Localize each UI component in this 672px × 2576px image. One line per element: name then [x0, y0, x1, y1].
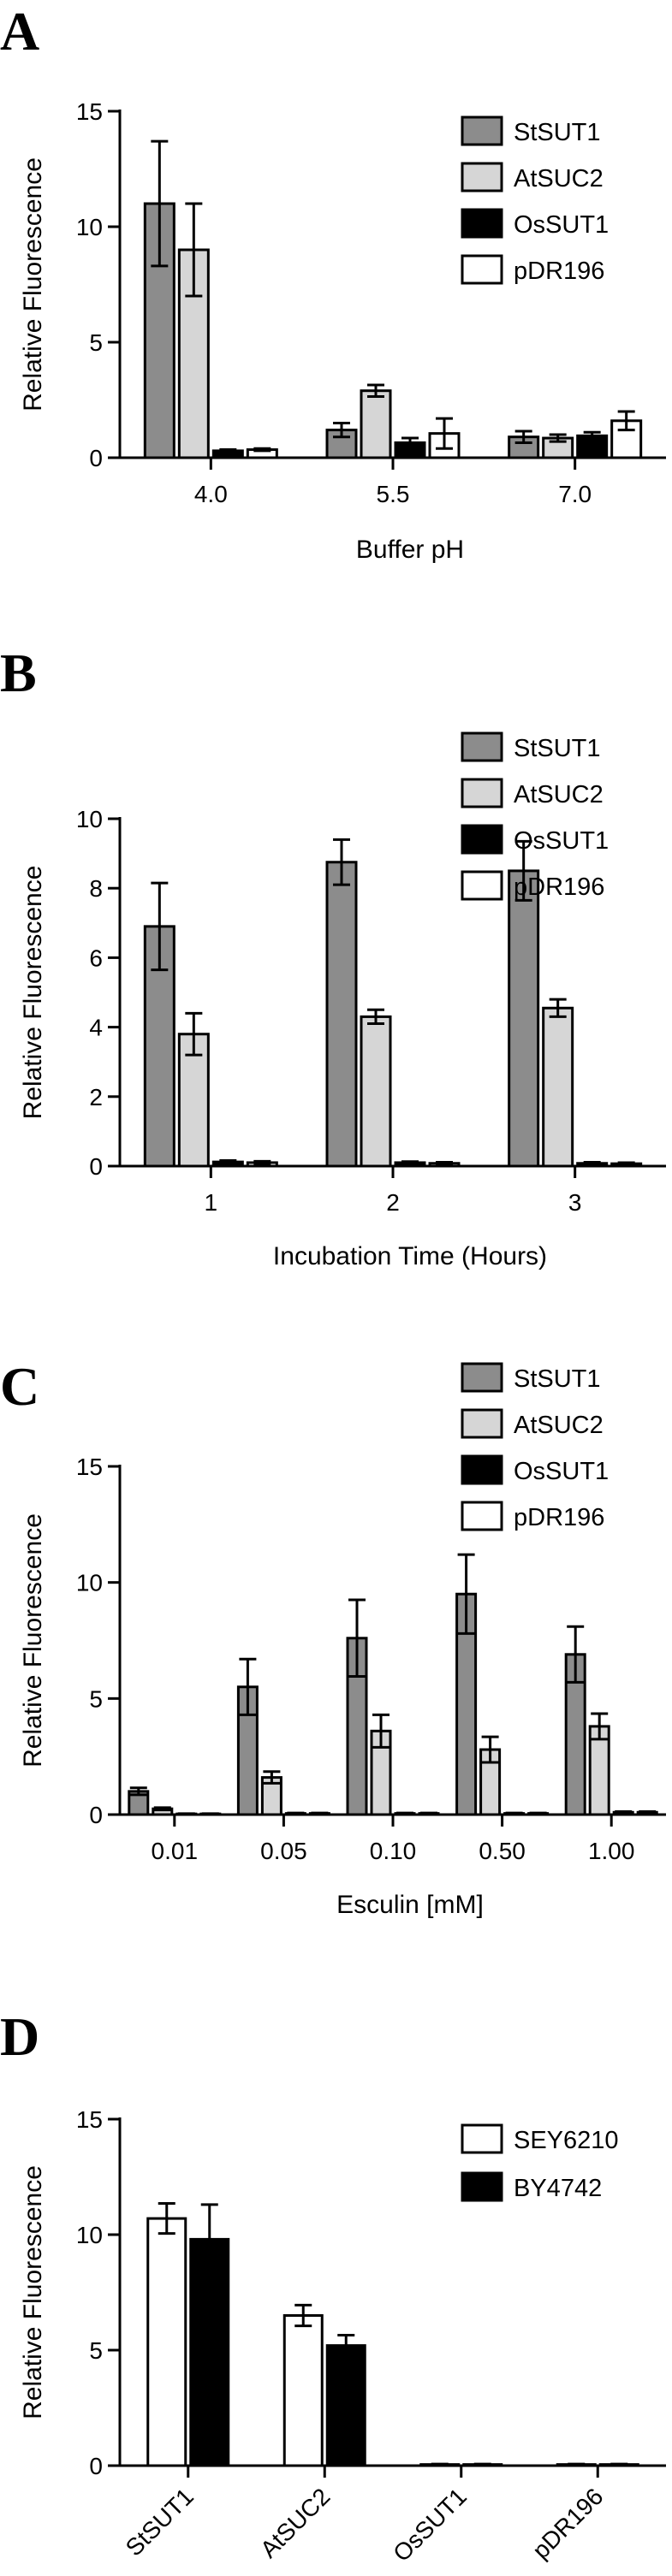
panel-letter-b: B	[0, 643, 37, 703]
bar-by4742	[325, 2344, 366, 2467]
bar-atsuc2	[360, 1015, 392, 1168]
y-tick-label: 4	[89, 1015, 103, 1041]
bar-atsuc2	[360, 389, 392, 459]
y-tick-label: 10	[76, 214, 103, 240]
legend-swatch-atsuc2	[461, 778, 503, 808]
y-tick-label: 15	[76, 2106, 103, 2133]
y-axis-title: Relative Fluorescence	[19, 866, 47, 1120]
legend-label-pdr196: pDR196	[514, 1504, 604, 1531]
x-tick-label: pDR196	[527, 2483, 609, 2564]
x-tick-label: 4.0	[194, 481, 228, 507]
bar-atsuc2	[542, 1006, 574, 1168]
y-tick-label: 0	[89, 1802, 103, 1828]
y-tick-label: 0	[89, 2453, 103, 2479]
legend-swatch-pdr196	[461, 254, 503, 285]
x-tick-label: 7.0	[558, 481, 592, 507]
y-tick-label: 15	[76, 98, 103, 125]
legend-label-atsuc2: AtSUC2	[514, 1412, 604, 1439]
bar-sey6210	[282, 2314, 324, 2467]
panel-letter-a: A	[0, 1, 39, 62]
legend-swatch-stsut1	[461, 1362, 503, 1393]
y-axis-title: Relative Fluorescence	[19, 157, 47, 412]
legend-label-pdr196: pDR196	[514, 258, 604, 285]
x-tick-label: 0.01	[152, 1838, 199, 1864]
y-tick-label: 10	[76, 2222, 103, 2248]
x-tick-label: 0.05	[260, 1838, 307, 1864]
x-tick-label: 5.5	[377, 481, 410, 507]
legend-swatch-stsut1	[461, 731, 503, 762]
x-tick-label: AtSUC2	[255, 2483, 335, 2562]
y-tick-label: 2	[89, 1084, 103, 1110]
panel-letter-d: D	[0, 2006, 39, 2067]
y-tick-label: 5	[89, 2337, 103, 2364]
y-tick-label: 6	[89, 945, 103, 971]
y-tick-label: 15	[76, 1454, 103, 1480]
legend-label-ossut1: OsSUT1	[514, 211, 609, 239]
legend-label-stsut1: StSUT1	[514, 119, 601, 146]
legend-label-atsuc2: AtSUC2	[514, 781, 604, 808]
chart-panel-b: 0 2 4 6 8 10 Relative Fluorescence 1 2 3 Incubatio…	[19, 731, 666, 1270]
legend-swatch-pdr196	[461, 1501, 503, 1531]
legend-swatch-pdr196	[461, 870, 503, 901]
x-tick-label: StSUT1	[121, 2483, 199, 2561]
legend-swatch-ossut1	[461, 208, 503, 239]
x-axis-title: Buffer pH	[356, 536, 464, 564]
x-tick-label: 0.50	[479, 1838, 526, 1864]
x-tick-label: 1.00	[588, 1838, 635, 1864]
y-tick-label: 0	[89, 445, 103, 471]
y-tick-label: 0	[89, 1153, 103, 1180]
legend-swatch-ossut1	[461, 1454, 503, 1485]
legend-label-ossut1: OsSUT1	[514, 1458, 609, 1485]
legend-label-atsuc2: AtSUC2	[514, 165, 604, 192]
legend-swatch-ossut1	[461, 824, 503, 855]
legend-label-stsut1: StSUT1	[514, 1365, 601, 1393]
x-axis-title: Esculin [mM]	[336, 1891, 484, 1919]
y-tick-label: 10	[76, 1570, 103, 1596]
chart-panel-a: 0 5 10 15 Relative Fluorescence 4.0 5.5 7.0 Buff…	[19, 98, 666, 564]
legend-swatch-sey6210	[461, 2123, 503, 2154]
y-axis-title: Relative Fluorescence	[19, 2165, 47, 2419]
bar-by4742	[189, 2237, 230, 2467]
legend-swatch-atsuc2	[461, 1408, 503, 1439]
x-tick-label: 0.10	[370, 1838, 417, 1864]
legend-label-sey6210: SEY6210	[514, 2127, 619, 2154]
y-tick-label: 5	[89, 1685, 103, 1712]
bar-stsut1	[508, 869, 540, 1168]
y-tick-label: 8	[89, 875, 103, 902]
chart-panel-d: 0 5 10 15 Relative Fluorescence StSUT1 AtSUC2 O…	[19, 2106, 666, 2567]
chart-panel-c: 0 5 10 15 Relative Fluorescence 0.01 0.05 0.10 0…	[19, 1362, 666, 1919]
legend-label-pdr196: pDR196	[514, 873, 604, 901]
bar-sey6210	[146, 2217, 187, 2467]
panel-letter-c: C	[0, 1356, 39, 1417]
x-tick-label: 2	[386, 1189, 400, 1216]
x-tick-label: 3	[568, 1189, 582, 1216]
legend-swatch-by4742	[461, 2171, 503, 2202]
legend-swatch-stsut1	[461, 115, 503, 146]
legend-swatch-atsuc2	[461, 162, 503, 192]
x-tick-label: OsSUT1	[388, 2483, 472, 2567]
y-tick-label: 5	[89, 329, 103, 356]
bar-stsut1	[325, 861, 358, 1168]
y-axis-title: Relative Fluorescence	[19, 1513, 47, 1768]
legend-label-by4742: BY4742	[514, 2175, 602, 2202]
x-tick-label: 1	[205, 1189, 218, 1216]
y-tick-label: 10	[76, 806, 103, 832]
legend-label-ossut1: OsSUT1	[514, 827, 609, 855]
x-axis-title: Incubation Time (Hours)	[273, 1242, 547, 1270]
legend-label-stsut1: StSUT1	[514, 735, 601, 762]
